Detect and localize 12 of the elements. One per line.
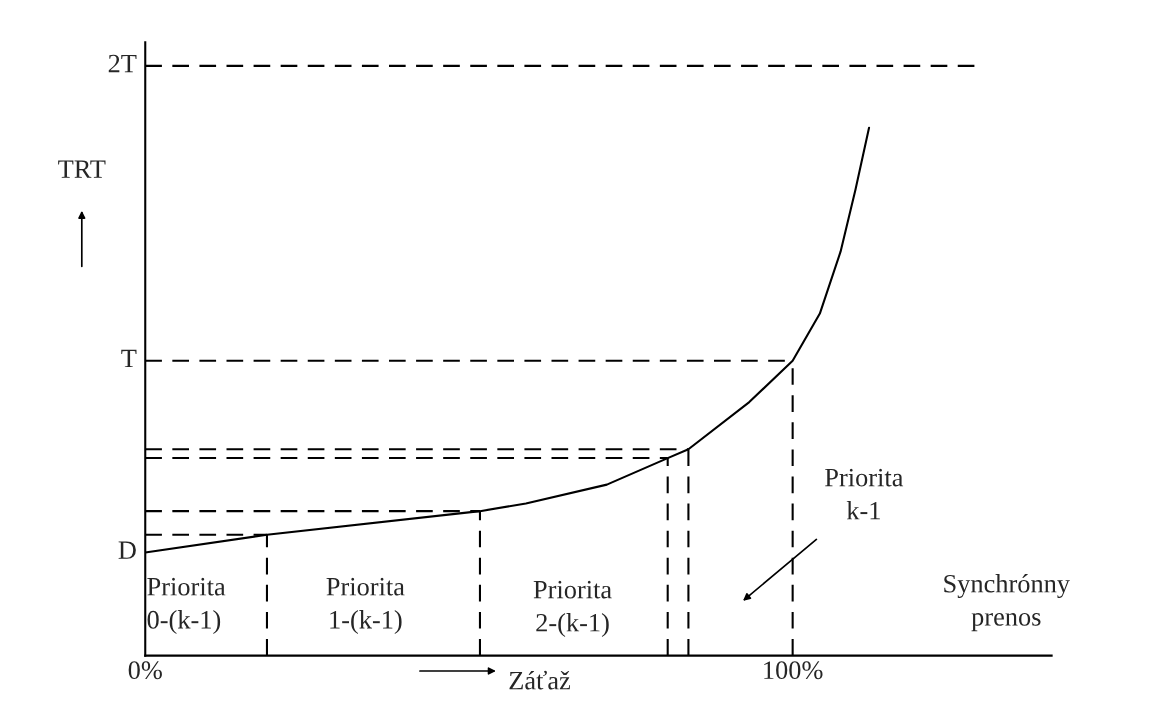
x-axis-title: Záťaž — [509, 670, 571, 690]
annotation: Priorita 2-(k-1) — [533, 580, 612, 637]
annotation: Priorita 1-(k-1) — [326, 577, 405, 635]
text: D — [118, 541, 136, 559]
y-axis-title: TRT — [58, 160, 106, 178]
annotation: Synchrónny prenos — [944, 574, 1070, 632]
annotation: Priorita k-1 — [825, 468, 904, 520]
text: T — [121, 349, 137, 368]
annotation: Priorita 0-(k-1) — [147, 577, 226, 635]
text: 2T — [108, 54, 137, 73]
x-tick-label: 100% — [764, 661, 823, 680]
x-tick-label: 0% — [128, 661, 162, 680]
